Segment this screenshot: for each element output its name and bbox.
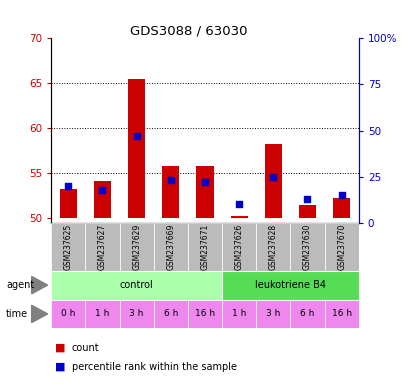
Bar — [290, 223, 324, 271]
Bar — [162, 166, 179, 218]
Point — [303, 196, 310, 202]
Text: GSM237671: GSM237671 — [200, 223, 209, 270]
Point — [65, 183, 72, 189]
Bar — [94, 181, 111, 218]
Bar — [332, 199, 349, 218]
Text: 1 h: 1 h — [231, 310, 246, 318]
Text: percentile rank within the sample: percentile rank within the sample — [72, 362, 236, 372]
Point — [337, 192, 344, 198]
Text: control: control — [119, 280, 153, 290]
Point — [167, 177, 174, 184]
Text: 16 h: 16 h — [331, 310, 351, 318]
Bar — [222, 300, 256, 328]
Bar — [264, 144, 281, 218]
Text: ■: ■ — [55, 362, 66, 372]
Bar — [256, 223, 290, 271]
Text: time: time — [6, 309, 28, 319]
Point — [270, 174, 276, 180]
Text: ■: ■ — [55, 343, 66, 353]
Bar — [153, 300, 187, 328]
Text: GSM237629: GSM237629 — [132, 223, 141, 270]
Bar — [119, 223, 153, 271]
Text: 16 h: 16 h — [194, 310, 215, 318]
Bar — [230, 215, 247, 218]
Bar — [222, 271, 358, 300]
Text: GSM237626: GSM237626 — [234, 223, 243, 270]
Point — [99, 187, 106, 193]
Bar — [256, 300, 290, 328]
Bar — [119, 300, 153, 328]
Bar — [153, 223, 187, 271]
Text: GSM237627: GSM237627 — [98, 223, 107, 270]
Text: GDS3088 / 63030: GDS3088 / 63030 — [130, 25, 247, 38]
Bar — [298, 205, 315, 218]
Text: 3 h: 3 h — [265, 310, 280, 318]
Text: leukotriene B4: leukotriene B4 — [254, 280, 325, 290]
Text: agent: agent — [6, 280, 34, 290]
Text: 1 h: 1 h — [95, 310, 110, 318]
Bar — [85, 223, 119, 271]
Bar — [324, 223, 358, 271]
Bar — [196, 166, 213, 218]
Polygon shape — [31, 276, 47, 294]
Bar — [187, 223, 222, 271]
Text: 6 h: 6 h — [299, 310, 314, 318]
Bar — [60, 189, 76, 218]
Text: GSM237670: GSM237670 — [336, 223, 345, 270]
Point — [133, 133, 139, 139]
Text: 3 h: 3 h — [129, 310, 144, 318]
Text: GSM237630: GSM237630 — [302, 223, 311, 270]
Text: GSM237628: GSM237628 — [268, 223, 277, 270]
Text: 6 h: 6 h — [163, 310, 178, 318]
Text: GSM237625: GSM237625 — [64, 223, 73, 270]
Point — [201, 179, 208, 185]
Bar — [51, 300, 85, 328]
Bar — [290, 300, 324, 328]
Bar — [51, 271, 222, 300]
Text: GSM237669: GSM237669 — [166, 223, 175, 270]
Text: 0 h: 0 h — [61, 310, 75, 318]
Bar — [187, 300, 222, 328]
Bar — [222, 223, 256, 271]
Polygon shape — [31, 305, 47, 323]
Bar — [128, 79, 145, 218]
Bar — [324, 300, 358, 328]
Text: count: count — [72, 343, 99, 353]
Bar — [51, 223, 85, 271]
Point — [235, 201, 242, 207]
Bar — [85, 300, 119, 328]
